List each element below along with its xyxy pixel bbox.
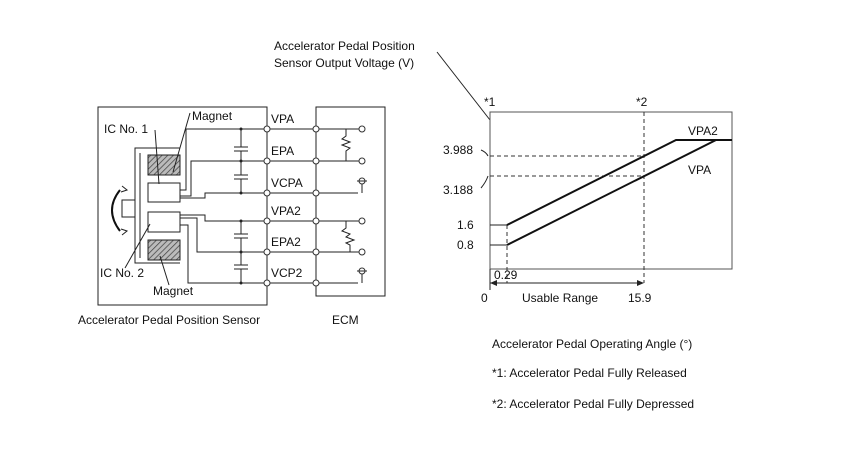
y-axis-label: Sensor Output Voltage (V): [274, 56, 414, 70]
note-1: *1: Accelerator Pedal Fully Released: [492, 366, 687, 380]
series-label: VPA: [688, 163, 711, 177]
note-2: *2: Accelerator Pedal Fully Depressed: [492, 397, 694, 411]
series-vpa: [506, 139, 717, 246]
ic-1: [147, 182, 181, 203]
x-tick: 0: [481, 291, 488, 305]
pin-label: EPA: [271, 144, 294, 158]
ecm-label: ECM: [332, 313, 359, 327]
plot-area: [489, 111, 733, 270]
magnet-bottom-label: Magnet: [153, 284, 194, 298]
sensor-box: [97, 106, 268, 306]
x-tick: 15.9: [628, 291, 652, 305]
y-tick: 1.6: [457, 218, 474, 232]
ground-symbols: [357, 177, 367, 283]
y-tick: 0.8: [457, 238, 474, 252]
series-vpa2: [506, 139, 732, 226]
ecm-box: [315, 106, 386, 297]
magnet-top-label: Magnet: [192, 109, 233, 123]
marker-2: *2: [636, 95, 648, 109]
x-axis-label: Accelerator Pedal Operating Angle (°): [492, 337, 692, 351]
pin-label: VPA: [271, 112, 294, 126]
pin-label: EPA2: [271, 235, 301, 249]
x-tick: 0.29: [494, 268, 518, 282]
ic1-label: IC No. 1: [104, 122, 148, 136]
y-tick: 3.188: [443, 183, 473, 197]
magnet-bottom: [147, 239, 181, 261]
pin-label: VPA2: [271, 204, 301, 218]
rotation-icon: [111, 185, 136, 236]
sensor-label: Accelerator Pedal Position Sensor: [78, 313, 260, 327]
magnet-top: [147, 154, 181, 176]
series-label: VPA2: [688, 124, 718, 138]
y-axis-label: Accelerator Pedal Position: [274, 39, 415, 53]
marker-1: *1: [484, 95, 496, 109]
circuit-diagram: Magnet IC No. 1 IC No. 2 Magnet VPA EPA …: [78, 106, 386, 327]
pin-label: VCPA: [271, 176, 303, 190]
output-voltage-graph: Accelerator Pedal Position Sensor Output…: [274, 39, 733, 411]
capacitors: [234, 127, 248, 285]
usable-range-label: Usable Range: [522, 291, 598, 305]
y-tick: 3.988: [443, 143, 473, 157]
ic-2: [147, 211, 181, 233]
pin-label: VCP2: [271, 266, 303, 280]
ic2-label: IC No. 2: [100, 266, 144, 280]
terminals: [263, 125, 366, 287]
